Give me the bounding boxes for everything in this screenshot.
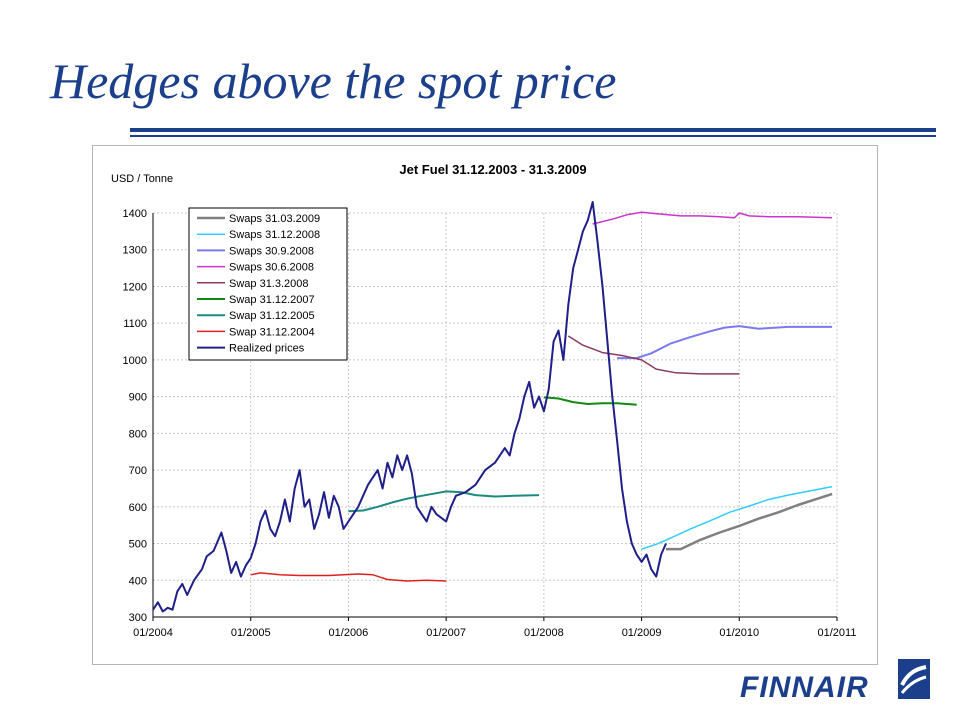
legend-label: Swaps 30.6.2008 [229,262,314,274]
legend: Swaps 31.03.2009 Swaps 31.12.2008 Swaps 30… [188,207,348,361]
finnair-logo-mark-icon [898,659,930,699]
finnair-logo: FINNAIR [740,655,936,711]
y-tick-label: 1300 [123,245,147,257]
x-tick-label: 01/2010 [719,627,759,639]
y-tick-label: 700 [129,465,147,477]
axes: 300 400 500 600 700 800 900 1000 1100 1200 1300 140… [123,208,857,639]
slide-title: Hedges above the spot price [50,53,617,109]
y-tick-label: 1000 [123,355,147,367]
y-tick-label: 800 [129,428,147,440]
legend-label: Swaps 31.03.2009 [229,213,320,225]
x-tick-label: 01/2009 [622,627,662,639]
legend-label: Swaps 30.9.2008 [229,245,314,257]
series-line-8 [152,201,667,613]
series-line-1 [641,485,833,550]
legend-label: Swap 31.12.2007 [229,294,315,306]
series-line-3 [592,211,833,225]
y-tick-label: 1100 [123,318,147,330]
chart-title: Jet Fuel 31.12.2003 - 31.3.2009 [399,162,586,177]
series-line-7 [250,572,447,582]
legend-label: Swap 31.12.2005 [229,310,315,322]
series-lines [152,201,833,613]
x-tick-label: 01/2011 [818,627,857,639]
series-line-0 [666,492,833,551]
y-tick-label: 500 [129,539,147,551]
x-tick-label: 01/2004 [133,627,173,639]
legend-label: Swaps 31.12.2008 [229,229,320,241]
x-tick-label: 01/2008 [524,627,564,639]
y-axis-label: USD / Tonne [111,173,173,185]
series-line-4 [567,335,740,375]
y-tick-label: 600 [129,502,147,514]
legend-label: Swap 31.3.2008 [229,278,309,290]
y-tick-label: 900 [129,392,147,404]
y-tick-label: 1400 [123,208,147,220]
title-rule-thick [130,128,936,132]
x-tick-label: 01/2005 [231,627,271,639]
series-line-6 [348,490,540,513]
series-line-5 [543,396,637,406]
series-line-2 [617,325,833,360]
y-tick-label: 400 [129,575,147,587]
x-tick-label: 01/2006 [329,627,369,639]
legend-box [188,207,348,361]
legend-label: Realized prices [229,343,305,355]
title-rule-thin [130,135,936,137]
jet-fuel-chart: Jet Fuel 31.12.2003 - 31.3.2009 USD / To… [111,162,857,639]
x-tick-label: 01/2007 [426,627,466,639]
chart-frame: Jet Fuel 31.12.2003 - 31.3.2009 USD / To… [92,145,878,665]
logo-text: FINNAIR [740,671,869,704]
y-tick-label: 1200 [123,281,147,293]
y-tick-label: 300 [129,612,147,624]
legend-label: Swap 31.12.2004 [229,326,315,338]
